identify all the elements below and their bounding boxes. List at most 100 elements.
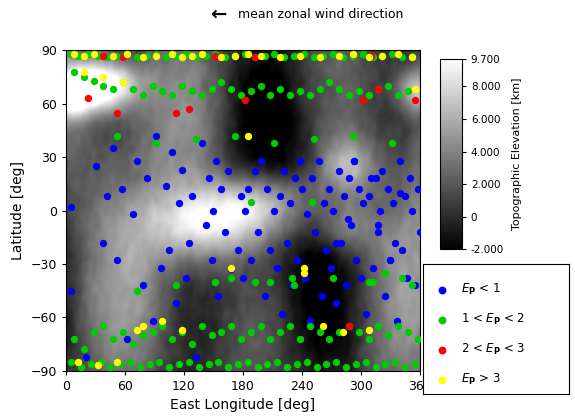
Point — [397, 246, 407, 253]
Point — [342, 282, 351, 289]
Point — [70, 335, 79, 342]
Point — [351, 360, 361, 367]
Point — [342, 364, 351, 371]
Point — [405, 175, 415, 182]
Point — [109, 52, 118, 59]
Point — [279, 54, 289, 61]
Point — [410, 282, 419, 289]
Point — [292, 360, 301, 367]
Point — [322, 360, 331, 367]
Point — [217, 186, 226, 193]
Point — [393, 323, 402, 330]
Point — [361, 310, 370, 317]
Point — [99, 323, 108, 330]
Point — [339, 193, 348, 200]
Point — [335, 168, 344, 175]
Point — [116, 360, 125, 367]
Point — [239, 275, 248, 282]
Point — [122, 51, 132, 57]
Point — [89, 77, 98, 84]
Point — [227, 323, 236, 330]
Point — [410, 97, 419, 103]
Point — [152, 52, 161, 59]
Point — [343, 216, 352, 223]
Point — [393, 318, 402, 324]
Point — [158, 323, 167, 330]
Point — [299, 264, 308, 271]
Point — [374, 221, 383, 228]
Point — [285, 200, 294, 207]
Point — [178, 326, 187, 333]
Point — [168, 148, 177, 155]
Point — [138, 332, 147, 339]
Point — [266, 246, 275, 253]
Point — [344, 175, 354, 182]
Point — [250, 54, 259, 61]
Point — [332, 359, 341, 365]
Point — [125, 359, 135, 365]
Point — [285, 323, 294, 330]
Point — [397, 54, 407, 61]
Point — [397, 275, 407, 282]
Point — [103, 193, 112, 200]
Point — [364, 193, 373, 200]
Point — [243, 186, 252, 193]
Point — [73, 52, 83, 59]
Point — [325, 186, 334, 193]
Point — [214, 292, 223, 299]
Point — [204, 360, 213, 367]
Point — [358, 200, 367, 207]
Point — [118, 328, 128, 335]
Point — [148, 328, 157, 335]
Point — [79, 346, 89, 353]
Point — [96, 359, 105, 365]
Point — [246, 328, 255, 335]
Point — [253, 229, 262, 235]
Point — [106, 364, 115, 371]
Point — [364, 335, 373, 342]
Point — [227, 86, 236, 93]
Point — [158, 88, 167, 95]
Point — [79, 74, 89, 80]
Point — [168, 51, 177, 57]
Point — [162, 54, 171, 61]
Point — [302, 359, 312, 365]
Point — [155, 359, 164, 365]
Point — [246, 257, 255, 264]
Point — [263, 186, 272, 193]
Point — [122, 51, 132, 57]
Point — [260, 292, 269, 299]
Point — [373, 229, 382, 235]
Point — [344, 91, 354, 98]
Point — [386, 257, 395, 264]
Point — [312, 364, 321, 371]
Point — [322, 246, 331, 253]
Point — [164, 246, 174, 253]
Point — [413, 335, 423, 342]
Point — [371, 364, 380, 371]
Point — [67, 287, 76, 294]
Point — [378, 168, 387, 175]
Point — [384, 83, 393, 89]
Point — [332, 239, 341, 246]
Point — [407, 52, 416, 59]
Point — [118, 79, 128, 86]
Point — [381, 360, 390, 367]
Point — [389, 200, 398, 207]
Point — [171, 109, 181, 116]
Point — [67, 359, 76, 365]
Point — [296, 88, 305, 95]
Point — [344, 323, 354, 330]
Point — [356, 275, 366, 282]
Point — [407, 207, 416, 214]
Point — [335, 328, 344, 335]
Point — [113, 52, 122, 59]
Point — [325, 79, 334, 86]
Point — [250, 54, 259, 61]
Point — [410, 360, 419, 367]
Point — [256, 157, 265, 164]
Point — [81, 353, 90, 360]
Point — [224, 168, 233, 175]
Point — [344, 323, 354, 330]
Point — [282, 364, 292, 371]
